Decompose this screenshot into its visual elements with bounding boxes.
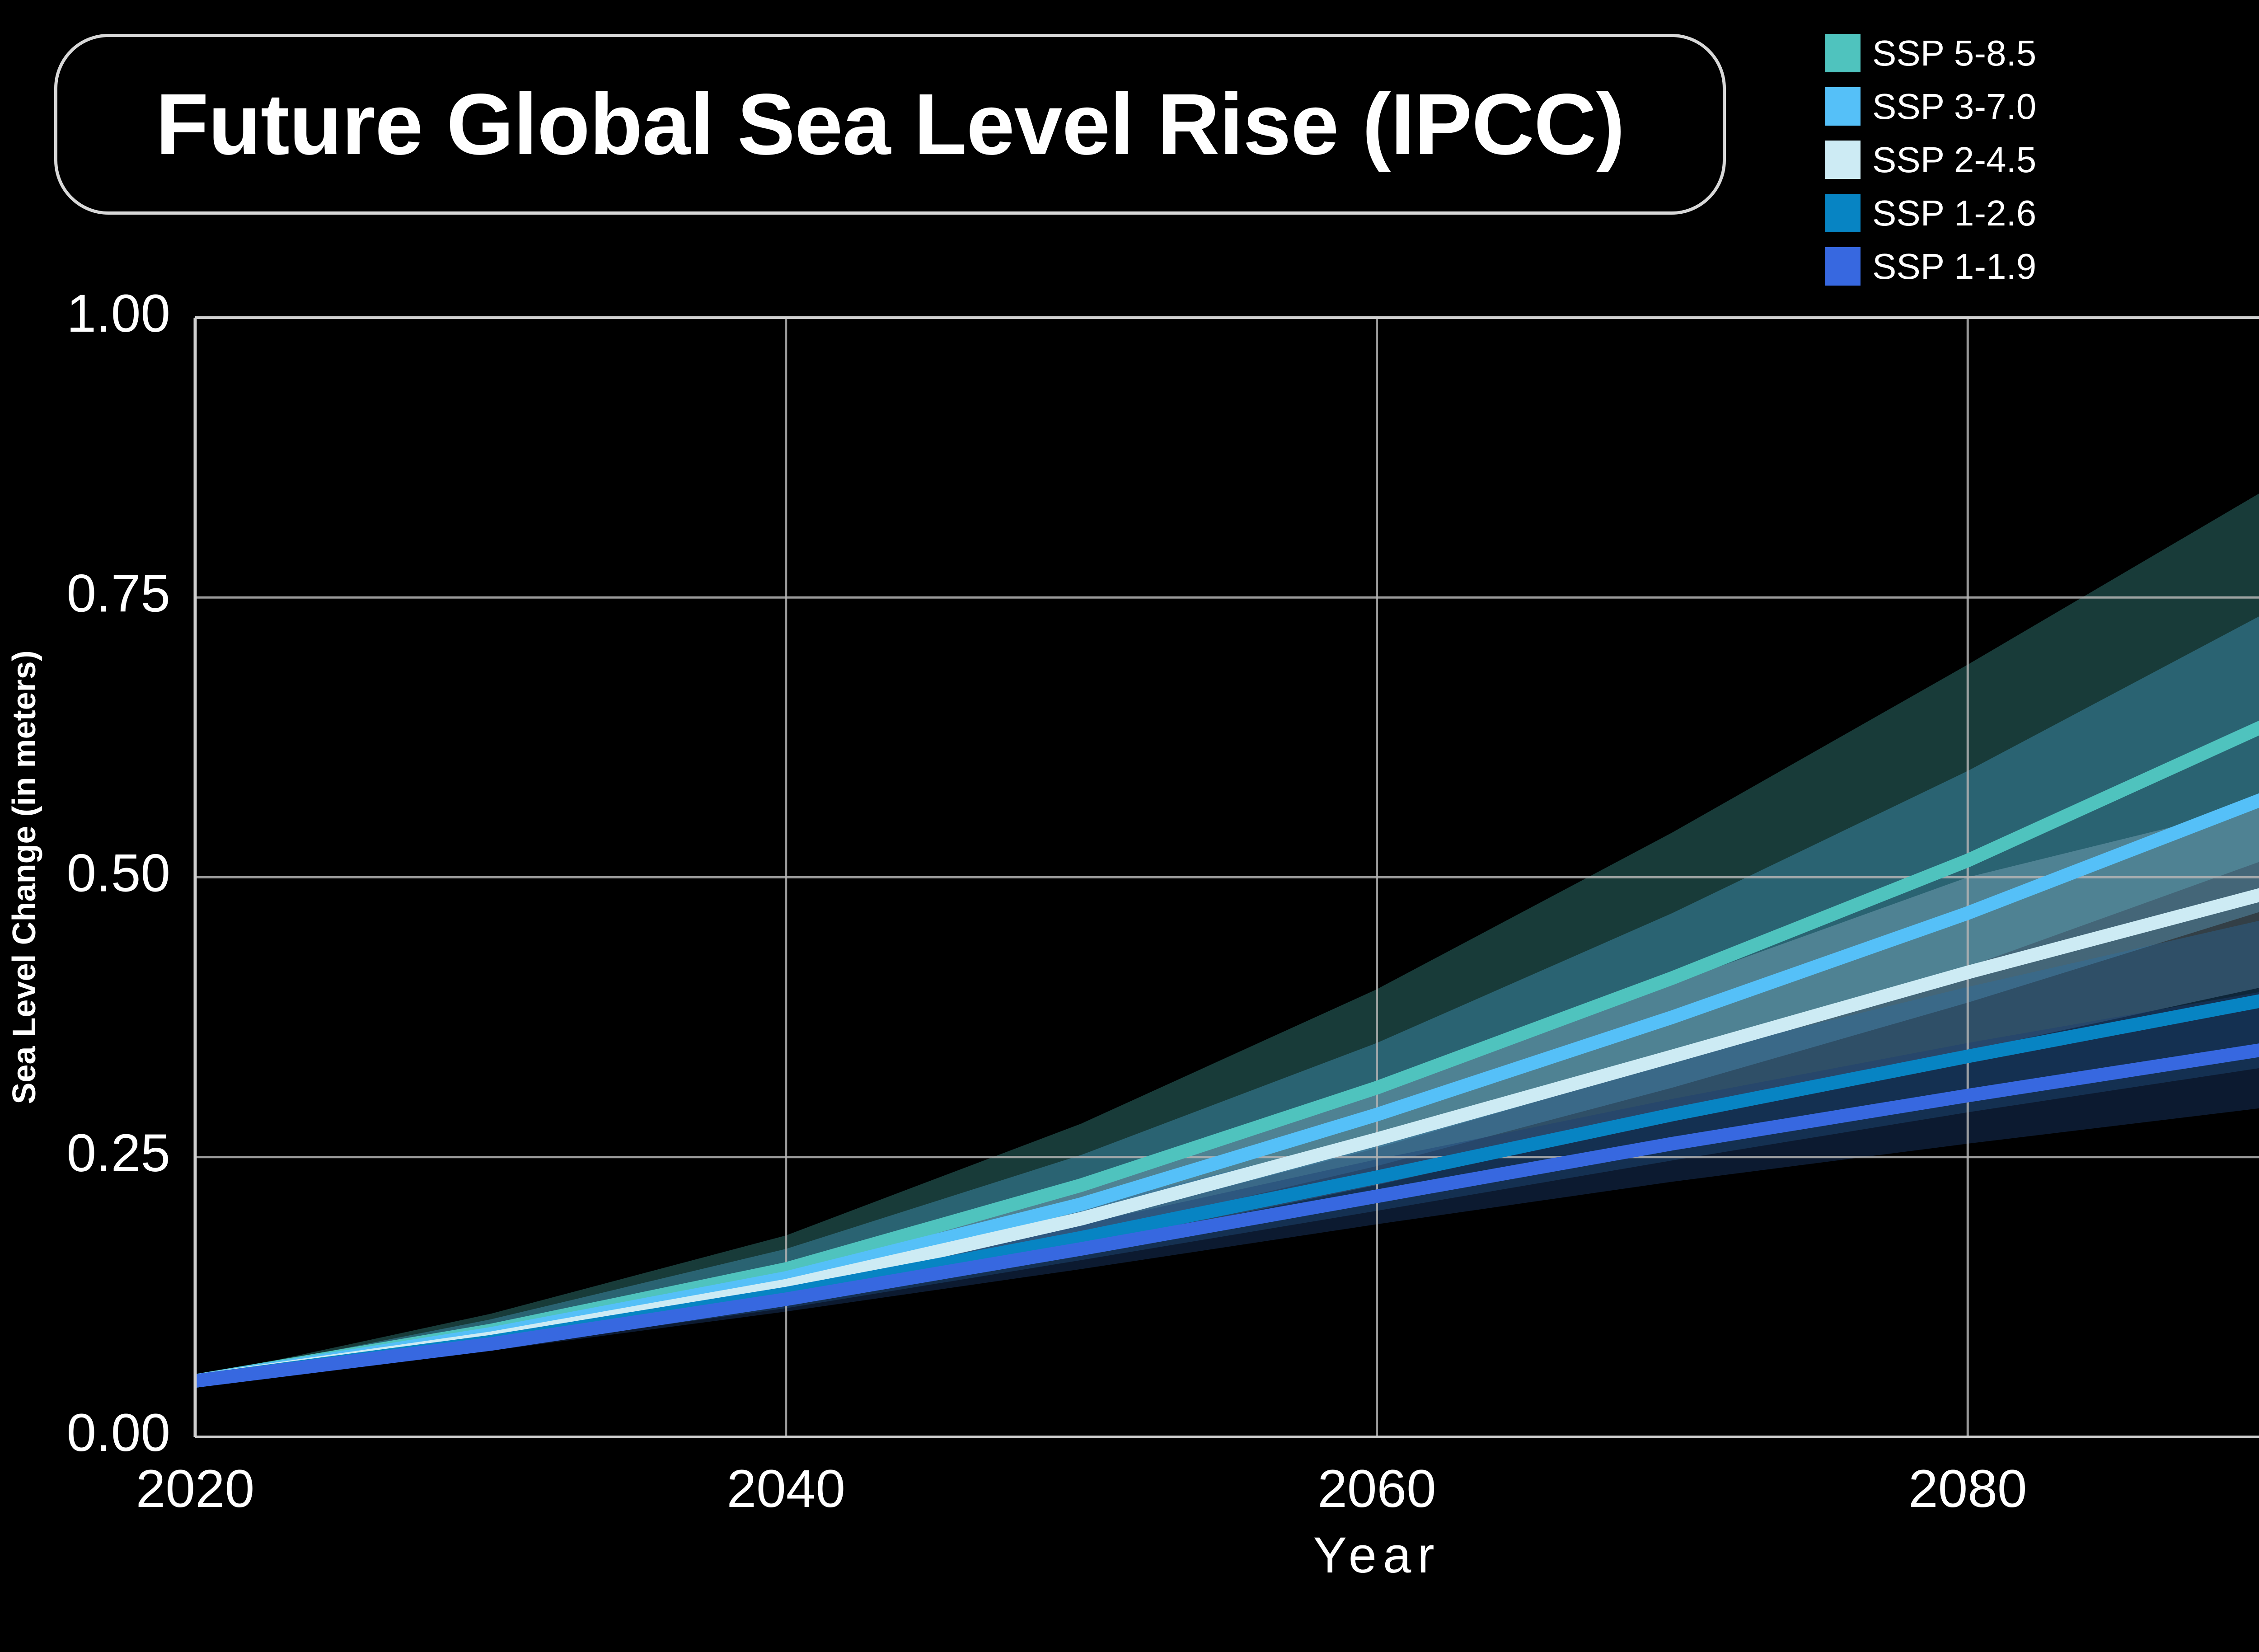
- y-tick-label: 1.00: [66, 284, 170, 343]
- x-tick-label: 2080: [1908, 1459, 2027, 1519]
- legend-swatch-icon: [1825, 194, 1861, 232]
- legend-item[interactable]: SSP 3-7.0: [1825, 87, 2036, 126]
- title-box: Future Global Sea Level Rise (IPCC): [54, 34, 1726, 215]
- legend-item[interactable]: SSP 5-8.5: [1825, 34, 2036, 72]
- uncertainty-band-ssp-3-7-0: [195, 616, 2259, 1384]
- legend-swatch-icon: [1825, 87, 1861, 126]
- chart-legend: SSP 5-8.5 SSP 3-7.0 SSP 2-4.5 SSP 1-2.6 SSP …: [1825, 34, 2036, 286]
- series-line-ssp-1-1-9[interactable]: [195, 1009, 2259, 1388]
- legend-item-label: SSP 1-2.6: [1872, 192, 2037, 233]
- uncertainty-band-ssp-5-8-5: [195, 493, 2259, 1384]
- legend-item-label: SSP 3-7.0: [1872, 86, 2037, 127]
- legend-item-label: SSP 2-4.5: [1872, 139, 2037, 180]
- y-tick-label: 0.00: [66, 1403, 170, 1463]
- x-tick-label: 2060: [1317, 1459, 1436, 1519]
- legend-swatch-icon: [1825, 141, 1861, 179]
- legend-item-label: SSP 1-1.9: [1872, 246, 2037, 286]
- uncertainty-band-ssp-2-4-5: [195, 805, 2259, 1384]
- legend-item[interactable]: SSP 1-2.6: [1825, 194, 2036, 232]
- x-axis-title: Year: [1313, 1527, 1440, 1583]
- legend-item[interactable]: SSP 1-1.9: [1825, 247, 2036, 286]
- x-tick-label: 2040: [726, 1459, 845, 1519]
- x-tick-label: 2020: [136, 1459, 255, 1519]
- y-tick-label: 0.50: [66, 844, 170, 903]
- page-title: Future Global Sea Level Rise (IPCC): [155, 75, 1625, 173]
- legend-item-label: SSP 5-8.5: [1872, 33, 2037, 73]
- y-axis-title: Sea Level Change (in meters): [6, 650, 42, 1104]
- legend-swatch-icon: [1825, 34, 1861, 72]
- y-tick-label: 0.25: [66, 1123, 170, 1183]
- legend-item[interactable]: SSP 2-4.5: [1825, 141, 2036, 179]
- y-tick-label: 0.75: [66, 563, 170, 623]
- legend-swatch-icon: [1825, 247, 1861, 286]
- uncertainty-band-ssp-1-1-9: [195, 992, 2259, 1384]
